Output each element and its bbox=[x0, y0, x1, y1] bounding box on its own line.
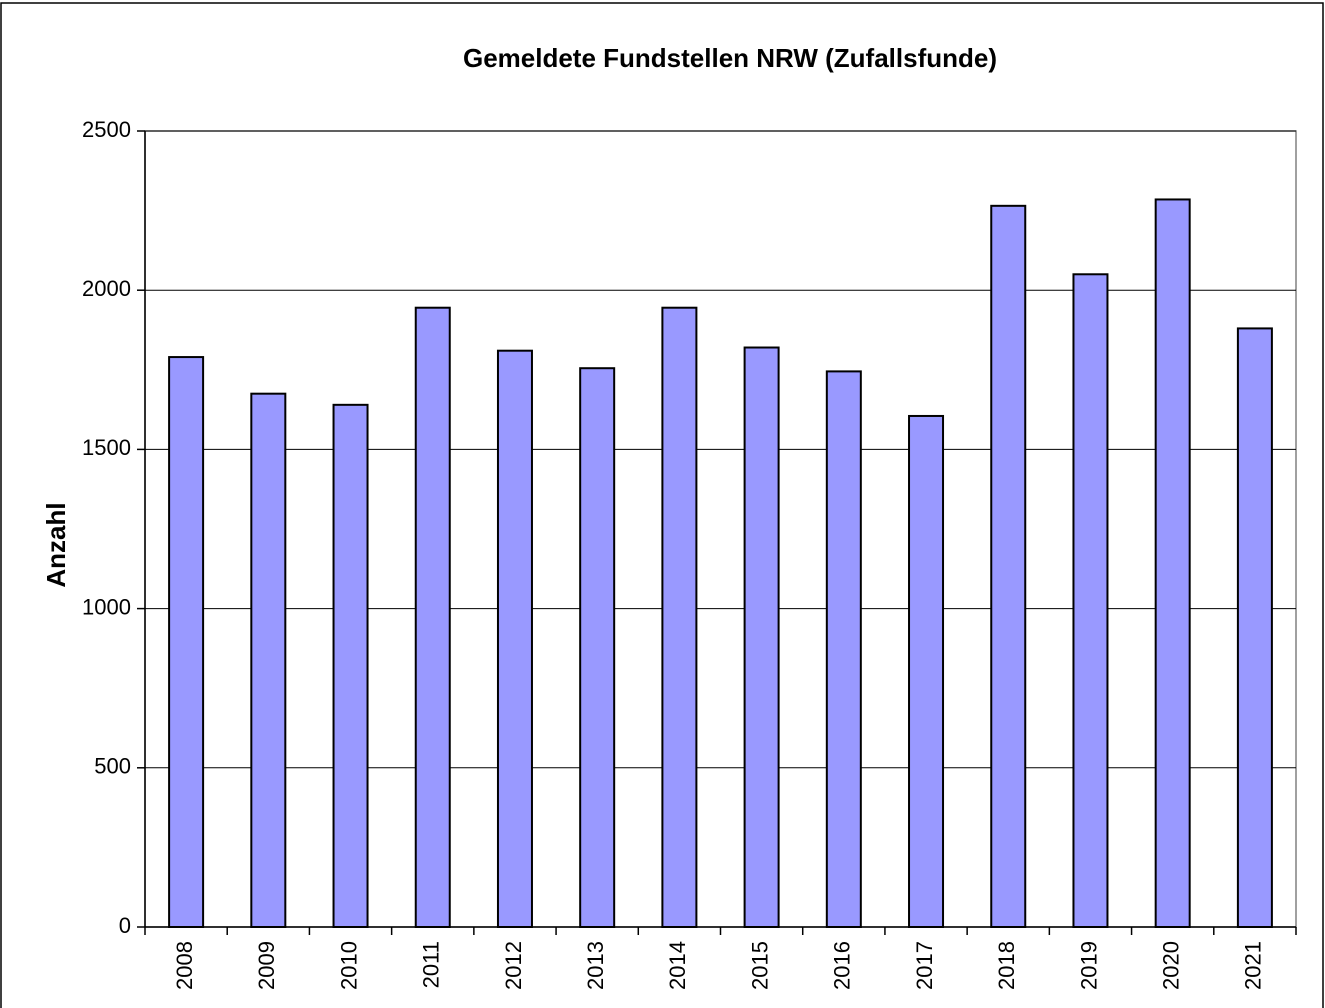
x-tick-label: 2010 bbox=[336, 941, 361, 990]
bar bbox=[414, 306, 451, 929]
x-tick-label: 2015 bbox=[747, 941, 772, 990]
bar bbox=[250, 392, 287, 928]
bar bbox=[990, 204, 1027, 929]
bar bbox=[1154, 198, 1191, 928]
bar bbox=[332, 403, 369, 929]
y-tick-label: 1500 bbox=[82, 435, 131, 460]
bar bbox=[1072, 273, 1109, 928]
x-tick-label: 2017 bbox=[912, 941, 937, 990]
y-tick-label: 0 bbox=[119, 913, 131, 938]
bar bbox=[168, 356, 205, 928]
x-tick-label: 2021 bbox=[1241, 941, 1266, 990]
x-tick-label: 2014 bbox=[665, 941, 690, 990]
x-tick-label: 2012 bbox=[501, 941, 526, 990]
bar bbox=[579, 367, 616, 928]
chart-title: Gemeldete Fundstellen NRW (Zufallsfunde) bbox=[463, 43, 997, 73]
x-tick-label: 2013 bbox=[583, 941, 608, 990]
bar bbox=[661, 306, 698, 929]
bar bbox=[908, 414, 945, 928]
x-tick-label: 2016 bbox=[830, 941, 855, 990]
bar bbox=[496, 349, 533, 929]
y-tick-label: 2500 bbox=[82, 117, 131, 142]
x-tick-label: 2020 bbox=[1158, 941, 1183, 990]
bar bbox=[825, 370, 862, 928]
y-axis-label: Anzahl bbox=[41, 502, 71, 587]
y-tick-label: 500 bbox=[94, 754, 131, 779]
x-tick-label: 2011 bbox=[419, 941, 444, 988]
x-tick-label: 2018 bbox=[994, 941, 1019, 990]
x-tick-label: 2019 bbox=[1076, 941, 1101, 990]
bar bbox=[1236, 327, 1273, 928]
y-tick-label: 2000 bbox=[82, 276, 131, 301]
y-tick-label: 1000 bbox=[82, 594, 131, 619]
x-tick-label: 2009 bbox=[254, 941, 279, 990]
bar bbox=[743, 346, 780, 928]
x-tick-label: 2008 bbox=[172, 941, 197, 990]
